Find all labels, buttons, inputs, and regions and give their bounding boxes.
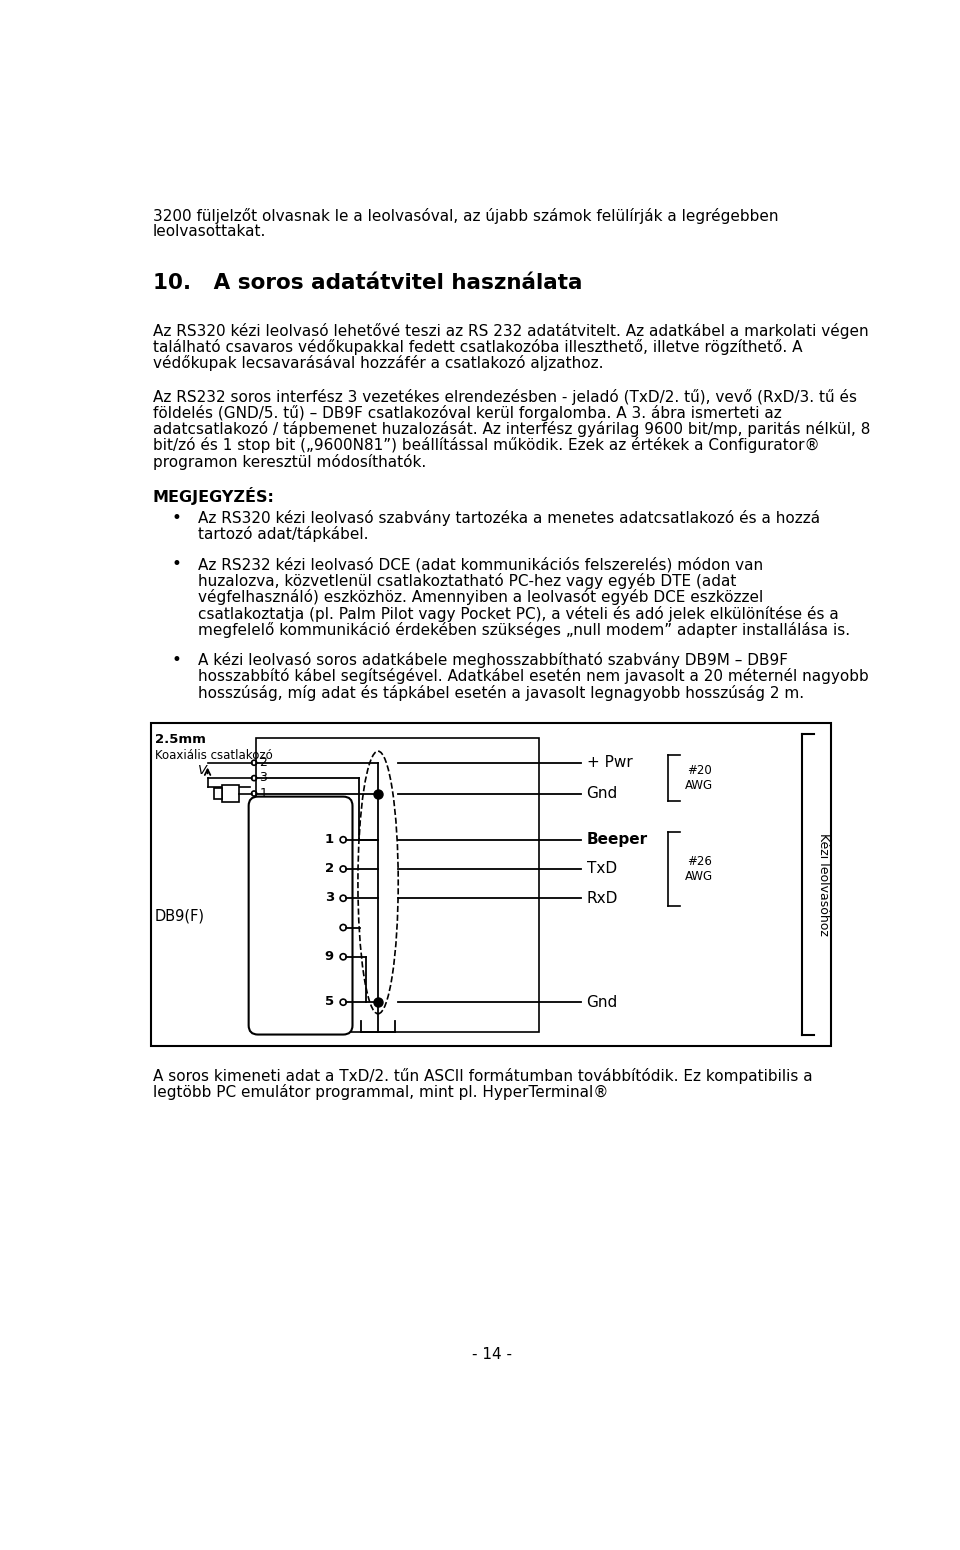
Text: 3: 3 bbox=[324, 891, 334, 904]
Text: hosszúság, míg adat és tápkábel esetén a javasolt legnagyobb hosszúság 2 m.: hosszúság, míg adat és tápkábel esetén a… bbox=[198, 685, 804, 701]
Text: végfelhasználó) eszközhöz. Amennyiben a leolvasót egyéb DCE eszközzel: végfelhasználó) eszközhöz. Amennyiben a … bbox=[198, 589, 763, 606]
Text: 1: 1 bbox=[259, 787, 268, 800]
FancyBboxPatch shape bbox=[249, 797, 352, 1034]
Text: Az RS232 kézi leolvasó DCE (adat kommunikációs felszerelés) módon van: Az RS232 kézi leolvasó DCE (adat kommuni… bbox=[198, 556, 762, 572]
Text: Az RS320 kézi leolvasó szabvány tartozéka a menetes adatcsatlakozó és a hozzá: Az RS320 kézi leolvasó szabvány tartozék… bbox=[198, 510, 820, 525]
Text: TxD: TxD bbox=[587, 862, 616, 876]
Text: Gnd: Gnd bbox=[587, 786, 618, 801]
Text: #26
AWG: #26 AWG bbox=[685, 856, 713, 883]
Text: Gnd: Gnd bbox=[587, 995, 618, 1009]
Text: leolvasottakat.: leolvasottakat. bbox=[153, 223, 266, 239]
FancyBboxPatch shape bbox=[255, 738, 539, 1032]
Text: - 14 -: - 14 - bbox=[472, 1347, 512, 1362]
Text: 2: 2 bbox=[259, 756, 268, 769]
Text: •: • bbox=[172, 508, 181, 527]
Text: A kézi leolvasó soros adatkábele meghosszabbítható szabvány DB9M – DB9F: A kézi leolvasó soros adatkábele meghoss… bbox=[198, 653, 787, 668]
Text: legtöbb PC emulátor programmal, mint pl. HyperTerminal®: legtöbb PC emulátor programmal, mint pl.… bbox=[153, 1083, 608, 1100]
Text: Beeper: Beeper bbox=[587, 832, 648, 848]
FancyBboxPatch shape bbox=[214, 787, 222, 800]
Text: Koaxiális csatlakozó: Koaxiális csatlakozó bbox=[155, 749, 273, 763]
FancyBboxPatch shape bbox=[222, 784, 239, 801]
Text: 3200 füljelzőt olvasnak le a leolvasóval, az újabb számok felülírják a legrégebb: 3200 füljelzőt olvasnak le a leolvasóval… bbox=[153, 208, 778, 223]
Text: MEGJEGYZÉS:: MEGJEGYZÉS: bbox=[153, 487, 275, 505]
Text: hosszabbító kábel segítségével. Adatkábel esetén nem javasolt a 20 méternél nagy: hosszabbító kábel segítségével. Adatkábe… bbox=[198, 668, 868, 685]
Ellipse shape bbox=[358, 752, 398, 1014]
Text: 9: 9 bbox=[324, 950, 334, 963]
Text: 10.   A soros adatátvitel használata: 10. A soros adatátvitel használata bbox=[153, 273, 582, 293]
Text: Kézi leolvasóhoz: Kézi leolvasóhoz bbox=[817, 832, 830, 936]
Text: 1: 1 bbox=[324, 832, 334, 846]
Text: tartozó adat/tápkábel.: tartozó adat/tápkábel. bbox=[198, 527, 368, 542]
Text: A soros kimeneti adat a TxD/2. tűn ASCII formátumban továbbítódik. Ez kompatibil: A soros kimeneti adat a TxD/2. tűn ASCII… bbox=[153, 1068, 812, 1083]
Text: földelés (GND/5. tű) – DB9F csatlakozóval kerül forgalomba. A 3. ábra ismerteti : földelés (GND/5. tű) – DB9F csatlakozóva… bbox=[153, 405, 781, 422]
Text: megfelelő kommunikáció érdekében szükséges „null modem” adapter installálása is.: megfelelő kommunikáció érdekében szükség… bbox=[198, 622, 850, 639]
Text: V: V bbox=[198, 764, 206, 777]
Text: védőkupak lecsavarásával hozzáfér a csatlakozó aljzathoz.: védőkupak lecsavarásával hozzáfér a csat… bbox=[153, 355, 603, 372]
Text: bit/zó és 1 stop bit („9600N81”) beállítással működik. Ezek az értékek a Configu: bit/zó és 1 stop bit („9600N81”) beállít… bbox=[153, 437, 819, 454]
Text: csatlakoztatja (pl. Palm Pilot vagy Pocket PC), a vételi és adó jelek elkülöníté: csatlakoztatja (pl. Palm Pilot vagy Pock… bbox=[198, 606, 838, 622]
Text: Az RS320 kézi leolvasó lehetővé teszi az RS 232 adatátvitelt. Az adatkábel a mar: Az RS320 kézi leolvasó lehetővé teszi az… bbox=[153, 322, 868, 338]
Text: •: • bbox=[172, 651, 181, 668]
Text: RxD: RxD bbox=[587, 891, 618, 905]
Text: DB9(F): DB9(F) bbox=[155, 908, 204, 924]
Text: 5: 5 bbox=[324, 995, 334, 1009]
Text: programon keresztül módosíthatók.: programon keresztül módosíthatók. bbox=[153, 454, 426, 470]
FancyBboxPatch shape bbox=[151, 722, 831, 1046]
Text: huzalozva, közvetlenül csatlakoztatható PC-hez vagy egyéb DTE (adat: huzalozva, közvetlenül csatlakoztatható … bbox=[198, 574, 736, 589]
Text: adatcsatlakozó / tápbemenet huzalozását. Az interfész gyárilag 9600 bit/mp, pari: adatcsatlakozó / tápbemenet huzalozását.… bbox=[153, 422, 870, 437]
Text: 3: 3 bbox=[259, 772, 268, 784]
Text: 2: 2 bbox=[324, 862, 334, 876]
Text: Az RS232 soros interfész 3 vezetékes elrendezésben - jeladó (TxD/2. tű), vevő (R: Az RS232 soros interfész 3 vezetékes elr… bbox=[153, 389, 856, 405]
Text: •: • bbox=[172, 555, 181, 574]
Text: található csavaros védőkupakkal fedett csatlakozóba illeszthető, illetve rögzíth: található csavaros védőkupakkal fedett c… bbox=[153, 339, 802, 355]
Text: 2.5mm: 2.5mm bbox=[155, 733, 205, 747]
Text: + Pwr: + Pwr bbox=[587, 755, 633, 770]
Text: #20
AWG: #20 AWG bbox=[685, 764, 713, 792]
